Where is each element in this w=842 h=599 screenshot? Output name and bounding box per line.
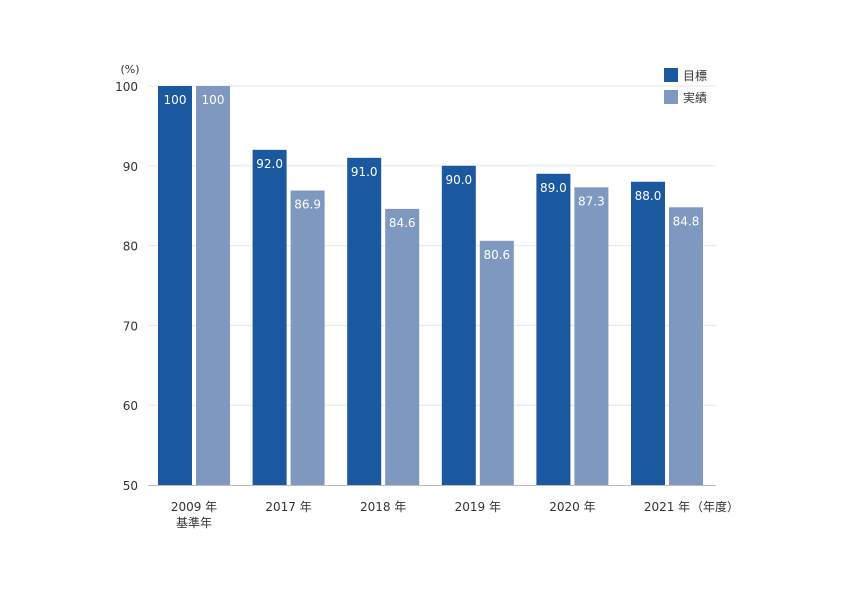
bar-value-label: 84.8 [673,214,700,228]
bar [631,181,665,485]
bar [536,173,571,485]
y-tick-label: 100 [115,80,138,94]
bar [347,157,382,485]
y-tick-label: 70 [123,319,138,333]
legend-swatch [664,90,678,104]
bar-value-label: 86.9 [294,198,321,212]
bar-value-label: 87.3 [578,194,605,208]
bar-value-label: 84.6 [389,216,416,230]
x-tick-label: 2018 年 [360,500,406,514]
bar-value-label: 100 [164,93,187,107]
bar [290,190,325,485]
legend-label: 実績 [683,90,707,105]
bar-value-label: 80.6 [483,248,510,262]
y-tick-label: 60 [123,399,138,413]
bar [158,86,192,485]
bar-value-label: 91.0 [351,165,378,179]
bar-value-label: 89.0 [540,181,567,195]
legend-label: 目標 [683,69,707,83]
bar [669,207,703,485]
y-tick-label: 80 [123,240,138,254]
bar [574,187,609,485]
x-tick-label: 基準年 [176,515,212,530]
bar-value-label: 90.0 [445,173,472,187]
bar-value-label: 100 [202,93,225,107]
x-axis-unit-label: （年度） [691,499,739,514]
x-tick-label: 2021 年 [644,500,690,514]
legend-swatch [664,68,678,82]
x-tick-label: 2020 年 [549,500,595,514]
y-tick-label: 90 [123,160,138,174]
bar [385,208,420,485]
bar [196,86,230,485]
x-tick-label: 2019 年 [455,500,501,514]
bar-value-label: 92.0 [256,157,283,171]
y-tick-label: 50 [123,479,138,493]
bar [252,149,287,485]
bar-value-label: 88.0 [635,189,662,203]
y-unit-label: (%) [120,63,139,76]
x-tick-label: 2017 年 [265,500,311,514]
bar [479,240,514,485]
bar [441,165,476,486]
x-tick-label: 2009 年 [171,500,217,514]
